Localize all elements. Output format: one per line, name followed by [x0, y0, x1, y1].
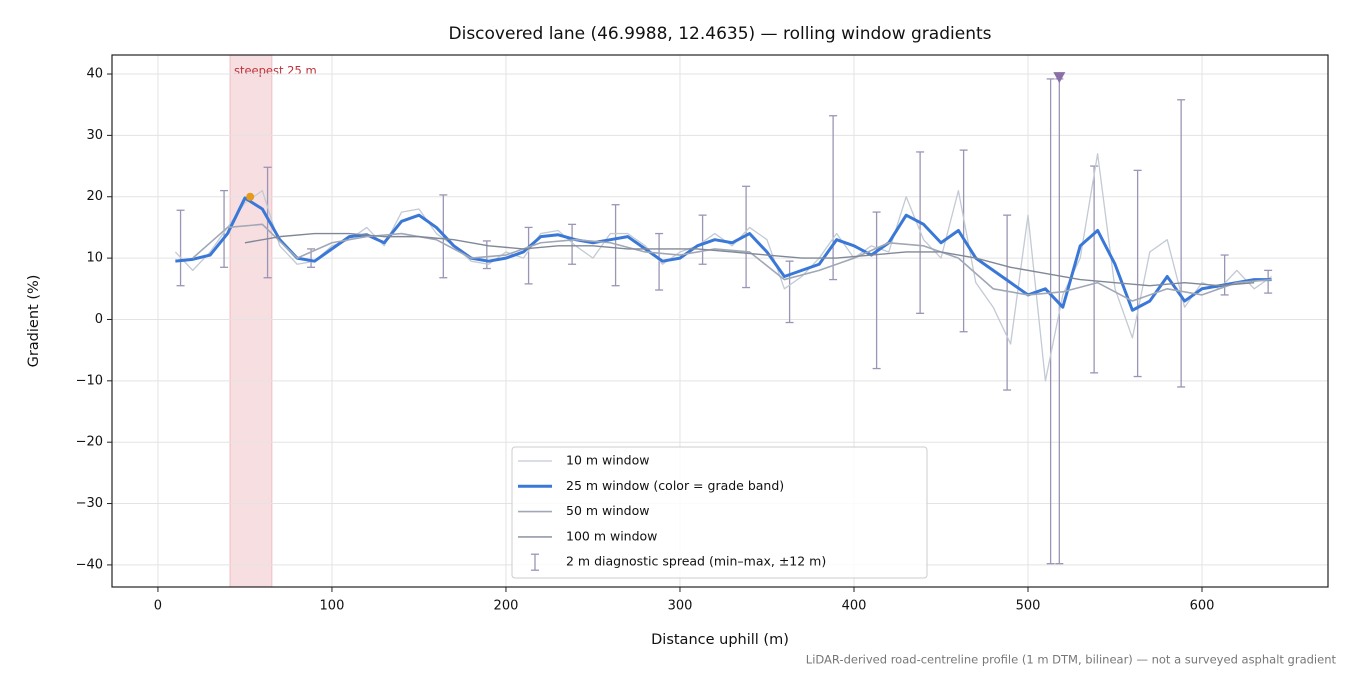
legend-label: 2 m diagnostic spread (min–max, ±12 m)	[566, 554, 826, 569]
series-line	[174, 153, 1272, 382]
plot-frame	[111, 54, 1329, 588]
highlight-band	[229, 54, 273, 588]
x-tick-label: 400	[842, 599, 867, 614]
y-axis-label: Gradient (%)	[26, 275, 42, 368]
peak-dot	[246, 192, 255, 201]
series-line	[175, 196, 1272, 312]
y-tick-label: −30	[76, 496, 103, 511]
x-tick-label: 100	[320, 599, 345, 614]
y-tick-label: −10	[76, 373, 103, 388]
y-tick-label: −40	[76, 557, 103, 572]
y-tick-label: −20	[76, 435, 103, 450]
x-tick-label: 300	[668, 599, 693, 614]
highlight-label: steepest 25 m	[234, 64, 317, 78]
marker	[1053, 72, 1066, 84]
y-tick-label: 10	[86, 251, 103, 266]
y-tick-label: 40	[86, 67, 103, 82]
series-line	[244, 232, 1255, 287]
x-tick-label: 500	[1016, 599, 1041, 614]
y-tick-label: 0	[95, 312, 103, 327]
x-tick-label: 600	[1190, 599, 1215, 614]
legend-label: 10 m window	[566, 453, 649, 468]
chart-title: Discovered lane (46.9988, 12.4635) — rol…	[449, 24, 992, 44]
x-tick-label: 200	[494, 599, 519, 614]
legend-label: 50 m window	[566, 503, 649, 518]
y-tick-label: 20	[86, 189, 103, 204]
legend-label: 25 m window (color = grade band)	[566, 478, 784, 493]
legend-label: 100 m window	[566, 528, 657, 543]
footnote: LiDAR-derived road-centreline profile (1…	[806, 653, 1337, 667]
x-tick-label: 0	[154, 599, 162, 614]
legend-box	[511, 446, 928, 579]
y-tick-label: 30	[86, 128, 103, 143]
x-axis-label: Distance uphill (m)	[651, 632, 789, 648]
